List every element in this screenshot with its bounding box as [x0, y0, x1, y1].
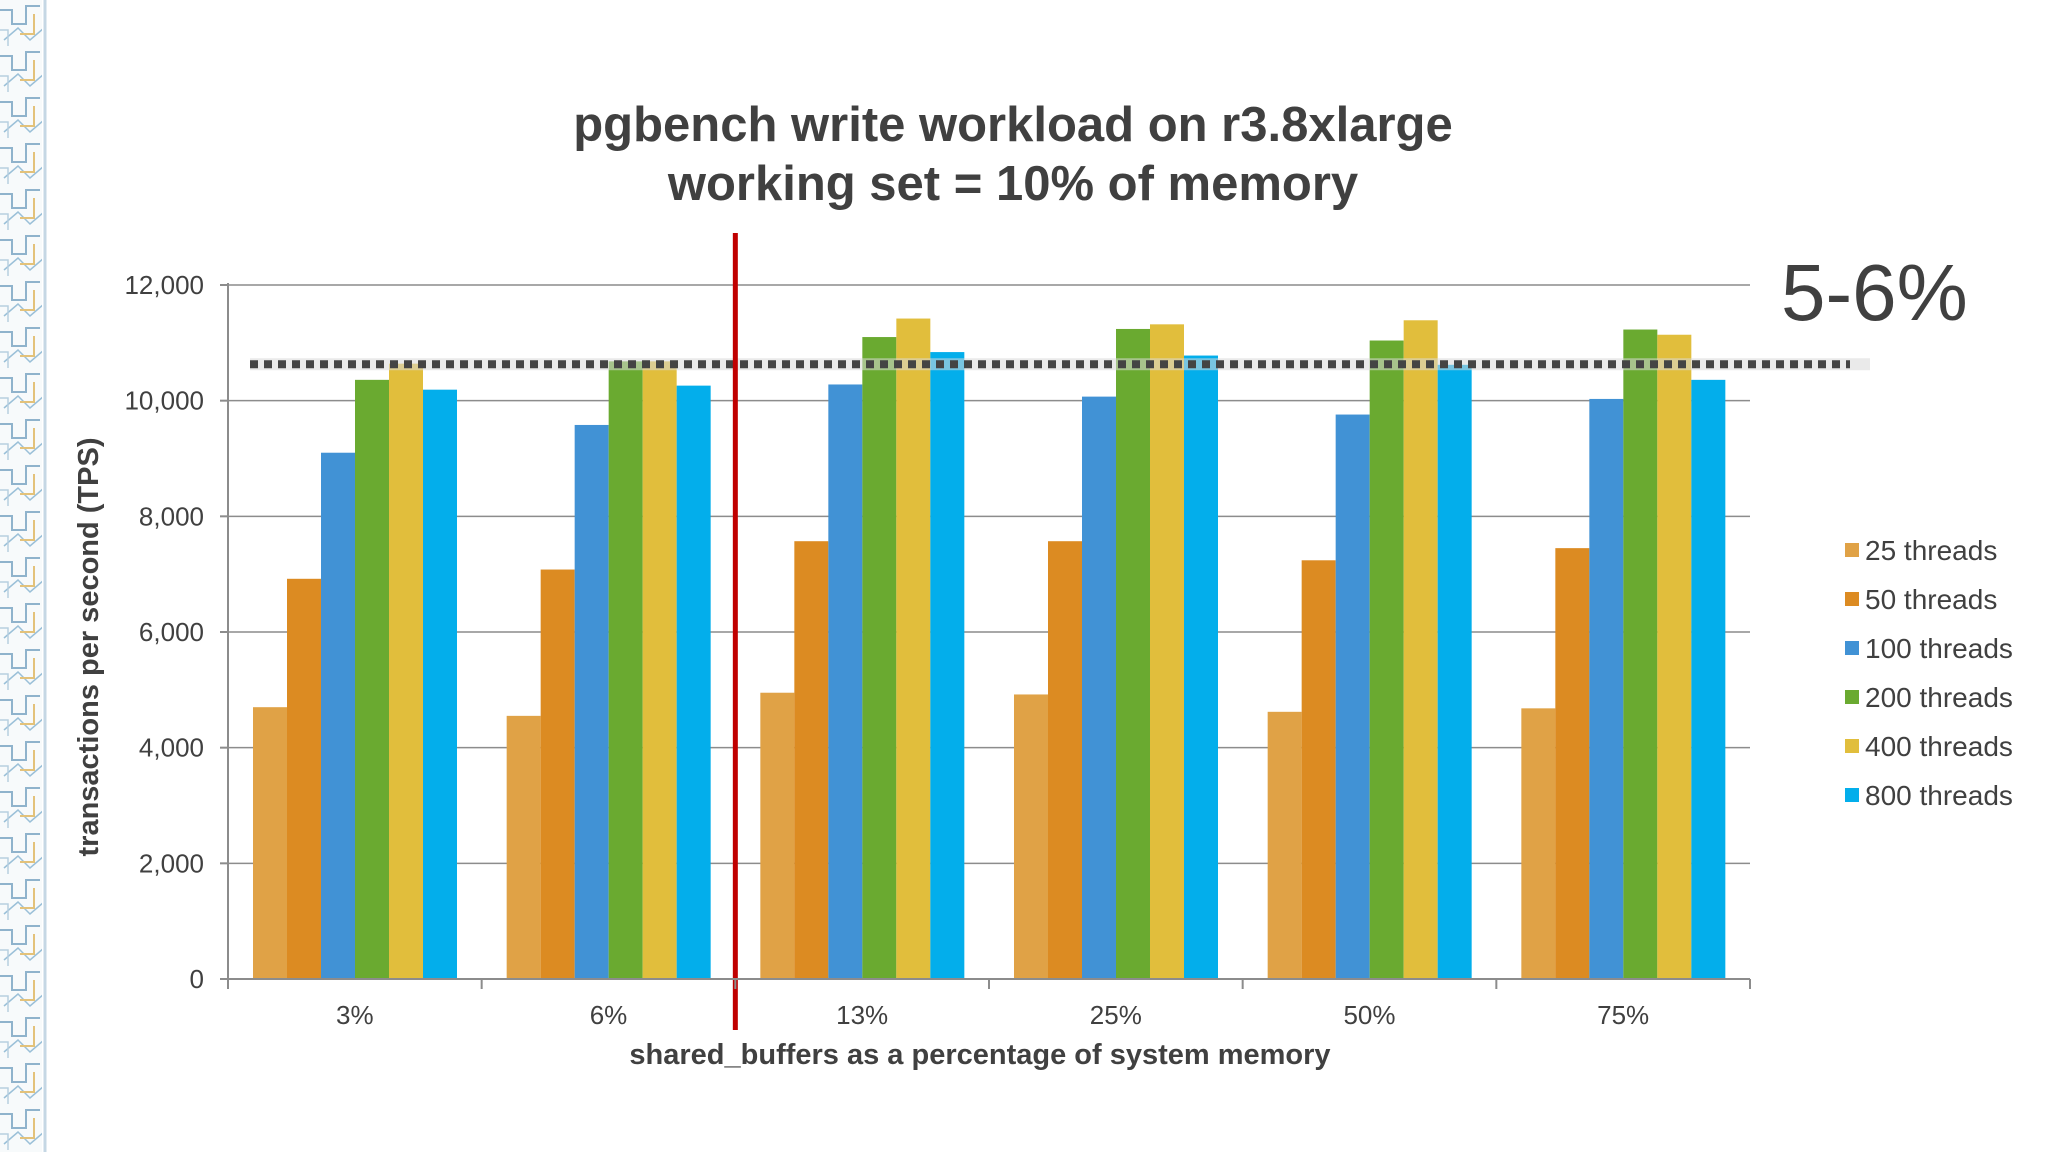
- x-tick-label: 13%: [836, 1000, 888, 1030]
- bar: [1403, 320, 1438, 979]
- x-axis-title: shared_buffers as a percentage of system…: [629, 1039, 1330, 1071]
- x-tick-labels: 3% 6% 13% 25% 50% 75%: [336, 1000, 1649, 1030]
- x-tick-label: 6%: [590, 1000, 628, 1030]
- legend-swatch: [1845, 739, 1859, 753]
- bar: [1555, 548, 1590, 979]
- bar: [1082, 396, 1116, 979]
- y-tick-label: 2,000: [139, 848, 204, 878]
- legend-label: 100 threads: [1865, 633, 2013, 664]
- bar: [1589, 398, 1624, 980]
- y-axis-title: transactions per second (TPS): [73, 438, 105, 857]
- decorative-side-strip: [0, 0, 42, 1152]
- bar: [423, 389, 457, 979]
- bar: [1048, 541, 1082, 979]
- bar: [287, 578, 321, 979]
- bar: [1335, 414, 1370, 980]
- bar: [1437, 364, 1472, 979]
- y-tick-label: 4,000: [139, 733, 204, 763]
- legend-label: 800 threads: [1865, 780, 2013, 811]
- chart-title-line-2: working set = 10% of memory: [667, 157, 1358, 211]
- y-tick-label: 10,000: [124, 386, 204, 416]
- bar: [1657, 334, 1692, 979]
- bar: [540, 569, 575, 979]
- legend-label: 200 threads: [1865, 682, 2013, 713]
- legend-swatch: [1845, 592, 1859, 606]
- bar: [506, 715, 541, 979]
- x-tick-label: 50%: [1343, 1000, 1395, 1030]
- legend: 25 threads 50 threads 100 threads 200 threa…: [1845, 535, 2013, 811]
- bar: [1369, 340, 1404, 979]
- bar: [321, 452, 355, 979]
- legend-label: 50 threads: [1865, 584, 1997, 615]
- bar: [896, 318, 931, 979]
- bar: [355, 379, 389, 979]
- bar: [1014, 694, 1048, 979]
- bar: [794, 541, 829, 979]
- reference-line-shadow: [250, 358, 1870, 371]
- bar: [676, 385, 711, 979]
- x-tick-label: 75%: [1597, 1000, 1649, 1030]
- bar: [1301, 560, 1336, 979]
- legend-swatch: [1845, 641, 1859, 655]
- y-tick-labels: 0 2,000 4,000 6,000 8,000 10,000 12,000: [124, 270, 204, 994]
- bar: [1184, 355, 1218, 980]
- bar: [930, 352, 965, 979]
- y-tick-label: 12,000: [124, 270, 204, 300]
- bar: [1521, 708, 1556, 979]
- legend-label: 400 threads: [1865, 731, 2013, 762]
- bar: [642, 361, 677, 980]
- bar: [1116, 328, 1150, 979]
- legend-swatch: [1845, 690, 1859, 704]
- legend-swatch: [1845, 788, 1859, 802]
- bar: [862, 337, 897, 979]
- chart-title-line-1: pgbench write workload on r3.8xlarge: [573, 98, 1453, 152]
- bar: [828, 384, 863, 979]
- bar: [389, 363, 423, 979]
- y-tick-label: 0: [190, 964, 204, 994]
- axes: [220, 283, 1751, 989]
- x-tick-label: 3%: [336, 1000, 374, 1030]
- legend-label: 25 threads: [1865, 535, 1997, 566]
- bar: [608, 361, 643, 980]
- y-tick-label: 8,000: [139, 501, 204, 531]
- gridlines: [228, 284, 1750, 865]
- legend-swatch: [1845, 543, 1859, 557]
- x-tick-label: 25%: [1090, 1000, 1142, 1030]
- reference-line-layer: [250, 233, 1870, 1030]
- bar: [1150, 324, 1184, 979]
- bar: [253, 707, 287, 979]
- bar: [1267, 711, 1302, 979]
- y-tick-label: 6,000: [139, 617, 204, 647]
- bar: [1623, 329, 1658, 979]
- bar: [574, 424, 609, 979]
- bar: [760, 692, 795, 979]
- bar: [1691, 379, 1726, 979]
- improvement-annotation: 5-6%: [1781, 248, 1968, 337]
- bars: [253, 318, 1726, 980]
